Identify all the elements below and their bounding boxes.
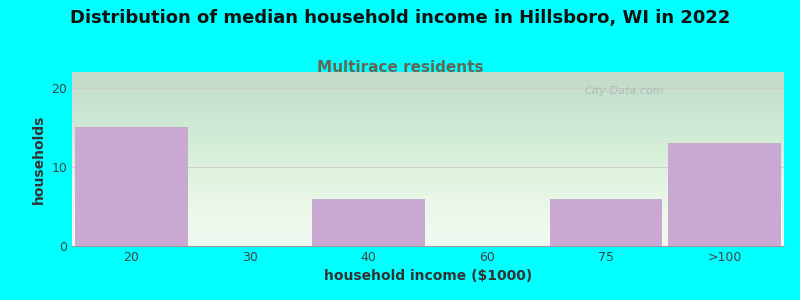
Bar: [312, 199, 425, 246]
Bar: [550, 199, 662, 246]
Text: City-Data.com: City-Data.com: [585, 86, 664, 96]
X-axis label: household income ($1000): household income ($1000): [324, 269, 532, 284]
Bar: [75, 128, 188, 246]
Text: Multirace residents: Multirace residents: [317, 60, 483, 75]
Y-axis label: households: households: [32, 114, 46, 204]
Text: Distribution of median household income in Hillsboro, WI in 2022: Distribution of median household income …: [70, 9, 730, 27]
Bar: [668, 143, 781, 246]
